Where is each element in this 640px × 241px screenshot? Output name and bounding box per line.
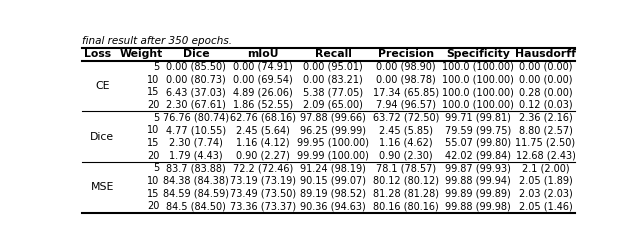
Text: 96.25 (99.99): 96.25 (99.99) <box>300 125 366 135</box>
Text: 73.49 (73.50): 73.49 (73.50) <box>230 189 296 199</box>
Text: 80.12 (80.12): 80.12 (80.12) <box>372 176 439 186</box>
Text: 73.36 (73.37): 73.36 (73.37) <box>230 201 296 211</box>
Text: 0.00 (69.54): 0.00 (69.54) <box>234 74 293 85</box>
Text: 12.68 (2.43): 12.68 (2.43) <box>516 151 575 161</box>
Text: 89.19 (98.52): 89.19 (98.52) <box>300 189 366 199</box>
Text: 0.00 (83.21): 0.00 (83.21) <box>303 74 363 85</box>
Text: Precision: Precision <box>378 49 434 60</box>
Text: 100.0 (100.00): 100.0 (100.00) <box>442 87 515 97</box>
Text: 2.45 (5.64): 2.45 (5.64) <box>236 125 290 135</box>
Text: 2.1 (2.00): 2.1 (2.00) <box>522 163 570 173</box>
Text: 55.07 (99.80): 55.07 (99.80) <box>445 138 511 148</box>
Text: 10: 10 <box>147 176 159 186</box>
Text: 42.02 (99.84): 42.02 (99.84) <box>445 151 511 161</box>
Text: 5.38 (77.05): 5.38 (77.05) <box>303 87 363 97</box>
Text: 63.72 (72.50): 63.72 (72.50) <box>372 113 439 123</box>
Text: 4.89 (26.06): 4.89 (26.06) <box>234 87 293 97</box>
Text: 0.00 (0.00): 0.00 (0.00) <box>519 62 572 72</box>
Text: 1.16 (4.62): 1.16 (4.62) <box>379 138 433 148</box>
Text: 100.0 (100.00): 100.0 (100.00) <box>442 74 515 85</box>
Text: CE: CE <box>95 81 109 91</box>
Text: 2.05 (1.89): 2.05 (1.89) <box>518 176 572 186</box>
Text: 1.16 (4.12): 1.16 (4.12) <box>236 138 290 148</box>
Text: 99.88 (99.98): 99.88 (99.98) <box>445 201 511 211</box>
Text: 100.0 (100.00): 100.0 (100.00) <box>442 100 515 110</box>
Text: Dice: Dice <box>183 49 209 60</box>
Text: 0.90 (2.30): 0.90 (2.30) <box>379 151 433 161</box>
Text: 8.80 (2.57): 8.80 (2.57) <box>518 125 572 135</box>
Text: 20: 20 <box>147 100 159 110</box>
Text: 100.0 (100.00): 100.0 (100.00) <box>442 62 515 72</box>
Text: 99.87 (99.93): 99.87 (99.93) <box>445 163 511 173</box>
Text: 15: 15 <box>147 138 159 148</box>
Text: 0.00 (74.91): 0.00 (74.91) <box>234 62 293 72</box>
Text: 15: 15 <box>147 189 159 199</box>
Text: Recall: Recall <box>315 49 351 60</box>
Text: 6.43 (37.03): 6.43 (37.03) <box>166 87 226 97</box>
Text: 5: 5 <box>153 62 159 72</box>
Text: 99.88 (99.94): 99.88 (99.94) <box>445 176 511 186</box>
Text: 79.59 (99.75): 79.59 (99.75) <box>445 125 511 135</box>
Text: 0.00 (95.01): 0.00 (95.01) <box>303 62 363 72</box>
Text: 84.38 (84.38): 84.38 (84.38) <box>163 176 229 186</box>
Text: 5: 5 <box>153 113 159 123</box>
Text: 7.94 (96.57): 7.94 (96.57) <box>376 100 436 110</box>
Text: 0.00 (0.00): 0.00 (0.00) <box>519 74 572 85</box>
Text: 10: 10 <box>147 125 159 135</box>
Text: 10: 10 <box>147 74 159 85</box>
Text: 2.09 (65.00): 2.09 (65.00) <box>303 100 363 110</box>
Text: 5: 5 <box>153 163 159 173</box>
Text: Weight: Weight <box>120 49 163 60</box>
Text: 83.7 (83.88): 83.7 (83.88) <box>166 163 226 173</box>
Text: 84.59 (84.59): 84.59 (84.59) <box>163 189 229 199</box>
Text: Specificity: Specificity <box>447 49 510 60</box>
Text: 99.71 (99.81): 99.71 (99.81) <box>445 113 511 123</box>
Text: 81.28 (81.28): 81.28 (81.28) <box>372 189 439 199</box>
Text: 0.00 (80.73): 0.00 (80.73) <box>166 74 226 85</box>
Text: 91.24 (98.19): 91.24 (98.19) <box>300 163 366 173</box>
Text: 20: 20 <box>147 151 159 161</box>
Text: 2.05 (1.46): 2.05 (1.46) <box>518 201 572 211</box>
Text: Hausdorff: Hausdorff <box>515 49 576 60</box>
Text: mIoU: mIoU <box>248 49 279 60</box>
Text: MSE: MSE <box>90 182 114 192</box>
Text: 73.19 (73.19): 73.19 (73.19) <box>230 176 296 186</box>
Text: Loss: Loss <box>84 49 111 60</box>
Text: 99.95 (100.00): 99.95 (100.00) <box>297 138 369 148</box>
Text: 17.34 (65.85): 17.34 (65.85) <box>372 87 439 97</box>
Text: 2.30 (67.61): 2.30 (67.61) <box>166 100 226 110</box>
Text: 4.77 (10.55): 4.77 (10.55) <box>166 125 226 135</box>
Text: 0.00 (85.50): 0.00 (85.50) <box>166 62 226 72</box>
Text: 72.2 (72.46): 72.2 (72.46) <box>233 163 293 173</box>
Text: 99.89 (99.89): 99.89 (99.89) <box>445 189 511 199</box>
Text: 0.28 (0.00): 0.28 (0.00) <box>518 87 572 97</box>
Text: 15: 15 <box>147 87 159 97</box>
Text: final result after 350 epochs.: final result after 350 epochs. <box>83 36 232 46</box>
Text: 0.90 (2.27): 0.90 (2.27) <box>236 151 290 161</box>
Text: 1.86 (52.55): 1.86 (52.55) <box>233 100 293 110</box>
Text: 20: 20 <box>147 201 159 211</box>
Text: 2.30 (7.74): 2.30 (7.74) <box>169 138 223 148</box>
Text: 2.45 (5.85): 2.45 (5.85) <box>379 125 433 135</box>
Text: 2.03 (2.03): 2.03 (2.03) <box>518 189 572 199</box>
Text: 97.88 (99.66): 97.88 (99.66) <box>300 113 366 123</box>
Text: 11.75 (2.50): 11.75 (2.50) <box>515 138 575 148</box>
Text: 78.1 (78.57): 78.1 (78.57) <box>376 163 436 173</box>
Text: 80.16 (80.16): 80.16 (80.16) <box>373 201 438 211</box>
Text: 1.79 (4.43): 1.79 (4.43) <box>169 151 223 161</box>
Text: 0.00 (98.78): 0.00 (98.78) <box>376 74 436 85</box>
Text: 0.12 (0.03): 0.12 (0.03) <box>518 100 572 110</box>
Text: 99.99 (100.00): 99.99 (100.00) <box>297 151 369 161</box>
Text: 90.36 (94.63): 90.36 (94.63) <box>300 201 366 211</box>
Text: 62.76 (68.16): 62.76 (68.16) <box>230 113 296 123</box>
Text: 84.5 (84.50): 84.5 (84.50) <box>166 201 226 211</box>
Text: 2.36 (2.16): 2.36 (2.16) <box>518 113 572 123</box>
Text: 90.15 (99.07): 90.15 (99.07) <box>300 176 366 186</box>
Text: Dice: Dice <box>90 132 114 142</box>
Text: 76.76 (80.74): 76.76 (80.74) <box>163 113 229 123</box>
Text: 0.00 (98.90): 0.00 (98.90) <box>376 62 436 72</box>
